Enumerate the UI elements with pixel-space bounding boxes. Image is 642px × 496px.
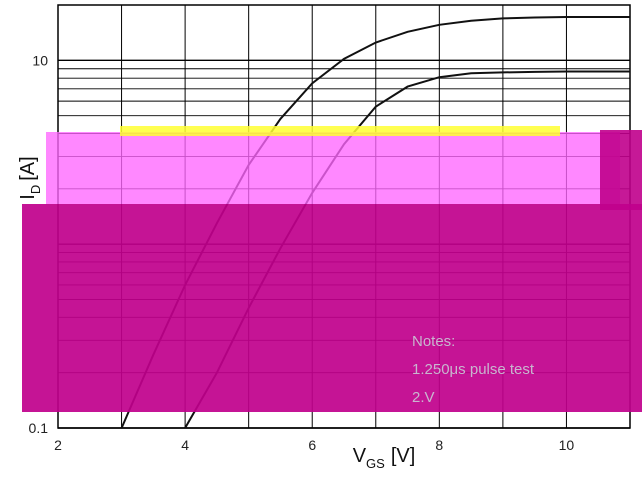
x-tick-label: 10 [559, 437, 575, 453]
x-tick-label: 4 [181, 437, 189, 453]
x-axis-label-main: V [353, 445, 367, 467]
tick-labels: 2 4 6 8 10 0.1 10 [29, 52, 575, 453]
y-tick-label: 10 [32, 52, 48, 68]
x-tick-label: 6 [308, 437, 316, 453]
x-axis-label-unit: [V] [391, 445, 415, 467]
notes-title: Notes: [412, 333, 455, 350]
x-tick-label: 8 [435, 437, 443, 453]
x-axis-label-sub: GS [366, 456, 385, 471]
x-tick-label: 2 [54, 437, 62, 453]
y-axis-label-main: I [17, 194, 39, 200]
notes-line-2: 2.V [412, 389, 435, 406]
overlay-yellow-strip [120, 126, 560, 136]
overlay-block [22, 204, 642, 412]
y-tick-label: 0.1 [29, 420, 49, 436]
overlay-edge [600, 130, 642, 210]
y-axis-label-sub: D [28, 185, 43, 194]
overlay-artifacts [22, 126, 642, 412]
x-axis-label: VGS [V] [353, 445, 416, 471]
overlay-band [46, 132, 620, 204]
y-axis-label: ID [A] [17, 156, 43, 199]
notes-line-1: 1.250μs pulse test [412, 361, 535, 378]
y-axis-label-unit: [A] [17, 156, 39, 180]
